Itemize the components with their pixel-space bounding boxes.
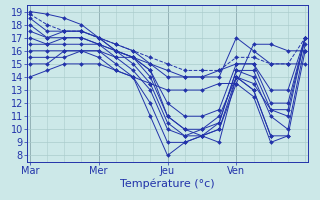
X-axis label: Température (°c): Température (°c) xyxy=(120,179,215,189)
